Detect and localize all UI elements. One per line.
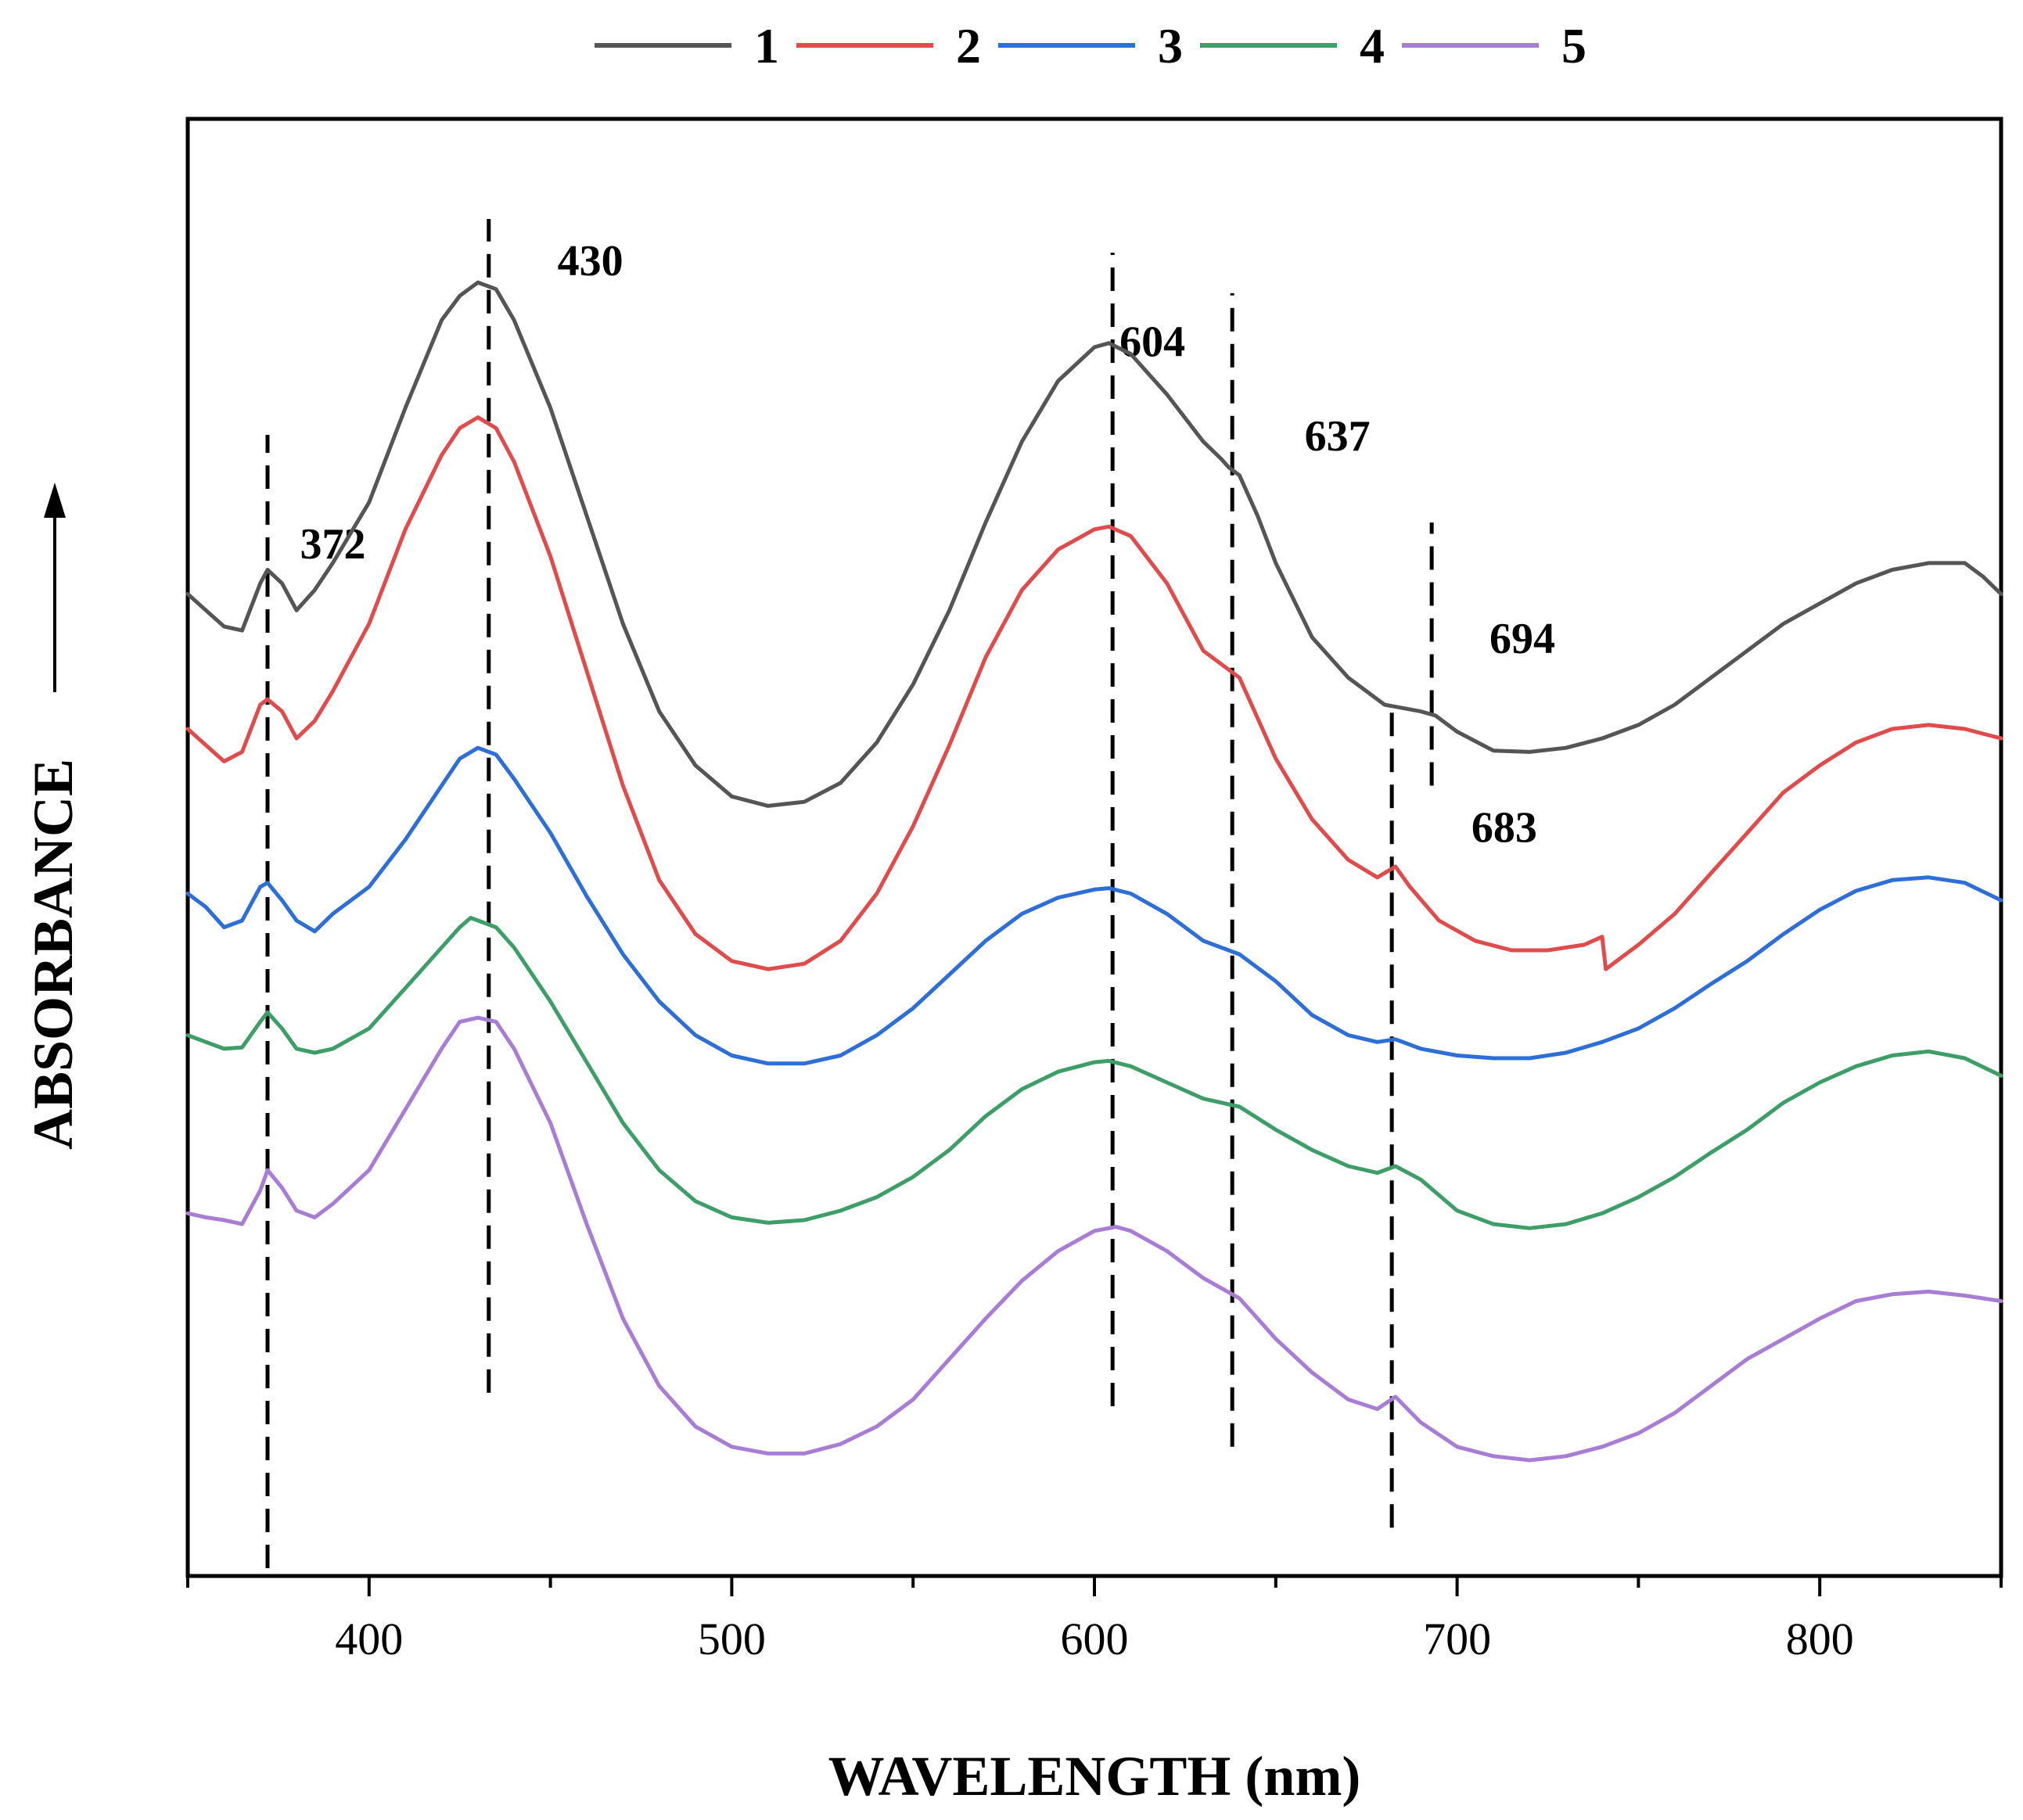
- legend-label-2: 2: [956, 18, 981, 74]
- x-axis-title: WAVELENGTH (nm): [828, 1745, 1361, 1807]
- plot-frame: [185, 117, 2003, 1578]
- x-tick-label: 500: [698, 1614, 766, 1664]
- x-tick-label: 600: [1061, 1614, 1129, 1664]
- series-lines: [185, 280, 2003, 1463]
- series-line-1: [185, 280, 2003, 808]
- x-axis-ticks: 400 500 600 700 800: [186, 1576, 2003, 1664]
- legend-label-4: 4: [1360, 18, 1385, 74]
- x-tick-label: 400: [335, 1614, 403, 1664]
- x-tick-label: 700: [1423, 1614, 1491, 1664]
- legend: 1 2 3 4 5: [595, 18, 1586, 74]
- peak-label: 430: [558, 237, 623, 285]
- legend-label-3: 3: [1158, 18, 1183, 74]
- x-tick-label: 800: [1786, 1614, 1854, 1664]
- series-line-5: [185, 1015, 2003, 1463]
- peak-label: 694: [1489, 615, 1555, 663]
- series-line-4: [185, 916, 2003, 1230]
- series-line-3: [185, 745, 2003, 1066]
- y-axis-title: ABSORBANCE: [22, 759, 84, 1150]
- peak-label: 637: [1305, 412, 1371, 461]
- series-line-2: [185, 415, 2003, 971]
- peak-label: 683: [1471, 803, 1537, 852]
- y-axis-title-group: ABSORBANCE: [22, 483, 84, 1150]
- y-axis-arrow-head: [44, 483, 66, 518]
- peak-label: 604: [1119, 318, 1185, 366]
- legend-label-1: 1: [754, 18, 779, 74]
- legend-label-5: 5: [1561, 18, 1586, 74]
